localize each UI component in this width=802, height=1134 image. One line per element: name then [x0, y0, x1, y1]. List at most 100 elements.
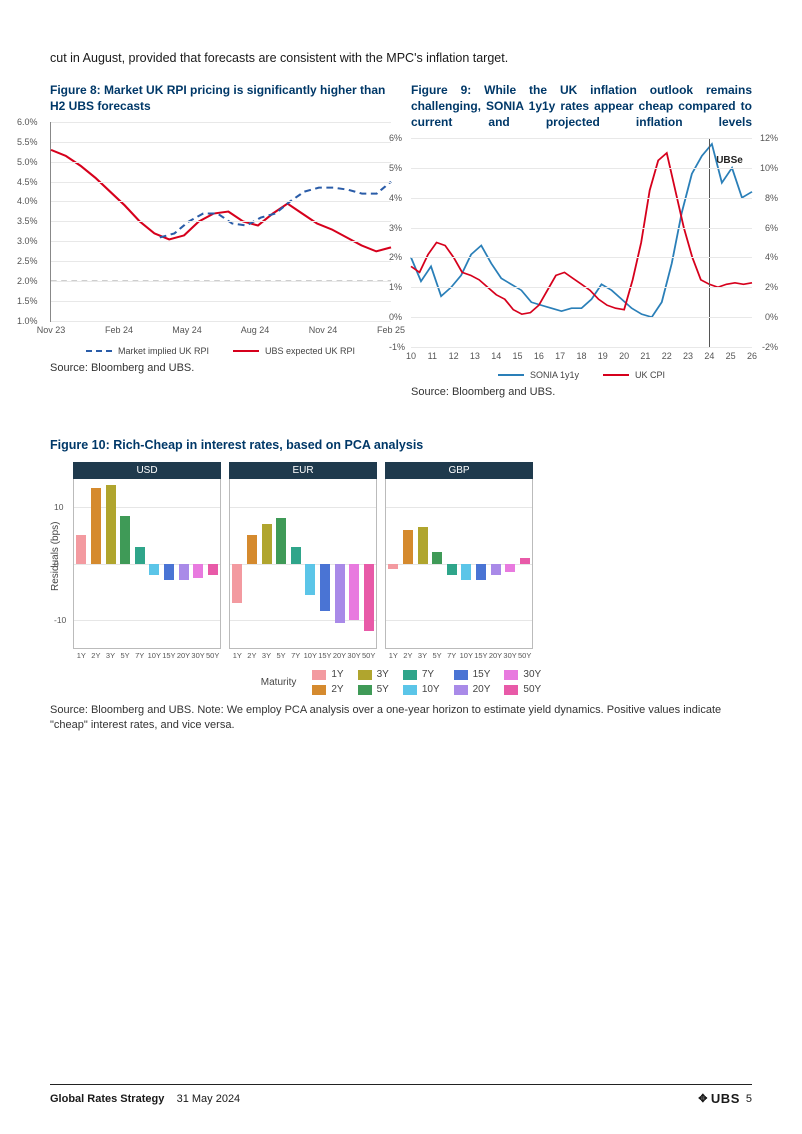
bar-2Y [247, 535, 257, 563]
x-axis-label: 20 [619, 351, 629, 361]
line-swatch-icon [498, 374, 524, 376]
color-swatch-icon [504, 670, 518, 680]
bar-10Y [461, 564, 471, 581]
panel-body: 1Y2Y3Y5Y7Y10Y15Y20Y30Y50Y [229, 479, 377, 649]
x-axis-label: Aug 24 [241, 325, 270, 335]
bar-20Y [491, 564, 501, 575]
y-axis-label-right: 8% [765, 193, 778, 203]
x-axis-label: 1Y [389, 651, 398, 660]
footer-left: Global Rates Strategy 31 May 2024 [50, 1093, 240, 1105]
x-axis-label: 10Y [304, 651, 317, 660]
color-swatch-icon [358, 685, 372, 695]
x-axis-label: 23 [683, 351, 693, 361]
y-axis-label-left: 5% [389, 163, 402, 173]
gridline [411, 138, 752, 139]
footer-brand: UBS [711, 1091, 740, 1106]
y-axis-label-right: 12% [760, 133, 778, 143]
page-footer: Global Rates Strategy 31 May 2024 ✥UBS 5 [50, 1084, 752, 1106]
y-axis-label-right: 4% [765, 252, 778, 262]
x-axis-label: 24 [704, 351, 714, 361]
y-axis-label-left: 0% [389, 312, 402, 322]
x-axis-label: 14 [491, 351, 501, 361]
bar-50Y [364, 564, 374, 632]
x-axis-label: 22 [662, 351, 672, 361]
legend-item-30Y: 30Y [504, 669, 541, 680]
y-axis-label-left: 3% [389, 223, 402, 233]
legend-label: 10Y [422, 684, 440, 695]
gridline [51, 122, 391, 123]
gridline [51, 321, 391, 322]
x-axis-label: 13 [470, 351, 480, 361]
gridline [51, 221, 391, 222]
x-axis-label: 19 [598, 351, 608, 361]
x-axis-label: 50Y [518, 651, 531, 660]
gridline [411, 168, 752, 169]
x-axis-label: 5Y [433, 651, 442, 660]
gridline [411, 198, 752, 199]
legend-item-20Y: 20Y [454, 684, 491, 695]
legend-label: 3Y [377, 669, 389, 680]
y-axis-label: 10 [54, 502, 63, 512]
x-axis-label: 7Y [447, 651, 456, 660]
bar-10Y [305, 564, 315, 595]
x-axis-label: 30Y [503, 651, 516, 660]
line-swatch-icon [233, 350, 259, 352]
bar-50Y [208, 564, 218, 575]
x-axis-label: 20Y [489, 651, 502, 660]
color-swatch-icon [454, 670, 468, 680]
color-swatch-icon [403, 685, 417, 695]
color-swatch-icon [403, 670, 417, 680]
figure-8-legend: Market implied UK RPI UBS expected UK RP… [50, 346, 391, 356]
bar-2Y [91, 488, 101, 564]
x-axis-label: 5Y [121, 651, 130, 660]
bar-1Y [232, 564, 242, 603]
bar-50Y [520, 558, 530, 564]
bar-5Y [432, 552, 442, 563]
color-swatch-icon [504, 685, 518, 695]
gridline [51, 142, 391, 143]
bar-20Y [335, 564, 345, 623]
figure-10: Figure 10: Rich-Cheap in interest rates,… [50, 438, 752, 734]
bar-15Y [320, 564, 330, 612]
y-axis-label-left: 1% [389, 282, 402, 292]
y-axis-label: 3.0% [17, 236, 38, 246]
panel-gbp: GBP1Y2Y3Y5Y7Y10Y15Y20Y30Y50Y [385, 462, 533, 649]
footer-page-number: 5 [746, 1093, 752, 1105]
gridline [51, 301, 391, 302]
footer-right: ✥UBS 5 [698, 1091, 752, 1106]
y-axis-label-left: -1% [389, 342, 405, 352]
color-swatch-icon [312, 685, 326, 695]
gridline [51, 241, 391, 242]
legend-item-market-implied: Market implied UK RPI [86, 346, 209, 356]
bar-3Y [418, 527, 428, 564]
gridline [411, 257, 752, 258]
legend-item-3Y: 3Y [358, 669, 389, 680]
x-axis-label: 10Y [460, 651, 473, 660]
y-axis-label: 6.0% [17, 117, 38, 127]
panel-header: USD [73, 462, 221, 479]
x-axis-label: May 24 [172, 325, 202, 335]
color-swatch-icon [358, 670, 372, 680]
legend-label: SONIA 1y1y [530, 370, 579, 380]
y-axis-label: 1.0% [17, 316, 38, 326]
legend-item-2Y: 2Y [312, 684, 343, 695]
x-axis-label: 7Y [135, 651, 144, 660]
x-axis-label: 3Y [418, 651, 427, 660]
legend-label: 2Y [331, 684, 343, 695]
panel-body: 1Y2Y3Y5Y7Y10Y15Y20Y30Y50Y [385, 479, 533, 649]
ubs-logo-icon: ✥UBS [698, 1091, 740, 1106]
gridline [51, 182, 391, 183]
line-swatch-icon [86, 350, 112, 352]
legend-label: 20Y [473, 684, 491, 695]
figure-9-chart: UBSe -1%0%1%2%3%4%5%6%-2%0%2%4%6%8%10%12… [411, 138, 752, 380]
legend-item-ubs-expected: UBS expected UK RPI [233, 346, 355, 356]
legend-item-ukcpi: UK CPI [603, 370, 665, 380]
x-axis-label: 2Y [403, 651, 412, 660]
gridline [411, 228, 752, 229]
y-axis-label-left: 4% [389, 193, 402, 203]
bar-10Y [149, 564, 159, 575]
bar-1Y [388, 564, 398, 570]
legend-item-sonia: SONIA 1y1y [498, 370, 579, 380]
legend-item-10Y: 10Y [403, 684, 440, 695]
x-axis-label: 50Y [362, 651, 375, 660]
